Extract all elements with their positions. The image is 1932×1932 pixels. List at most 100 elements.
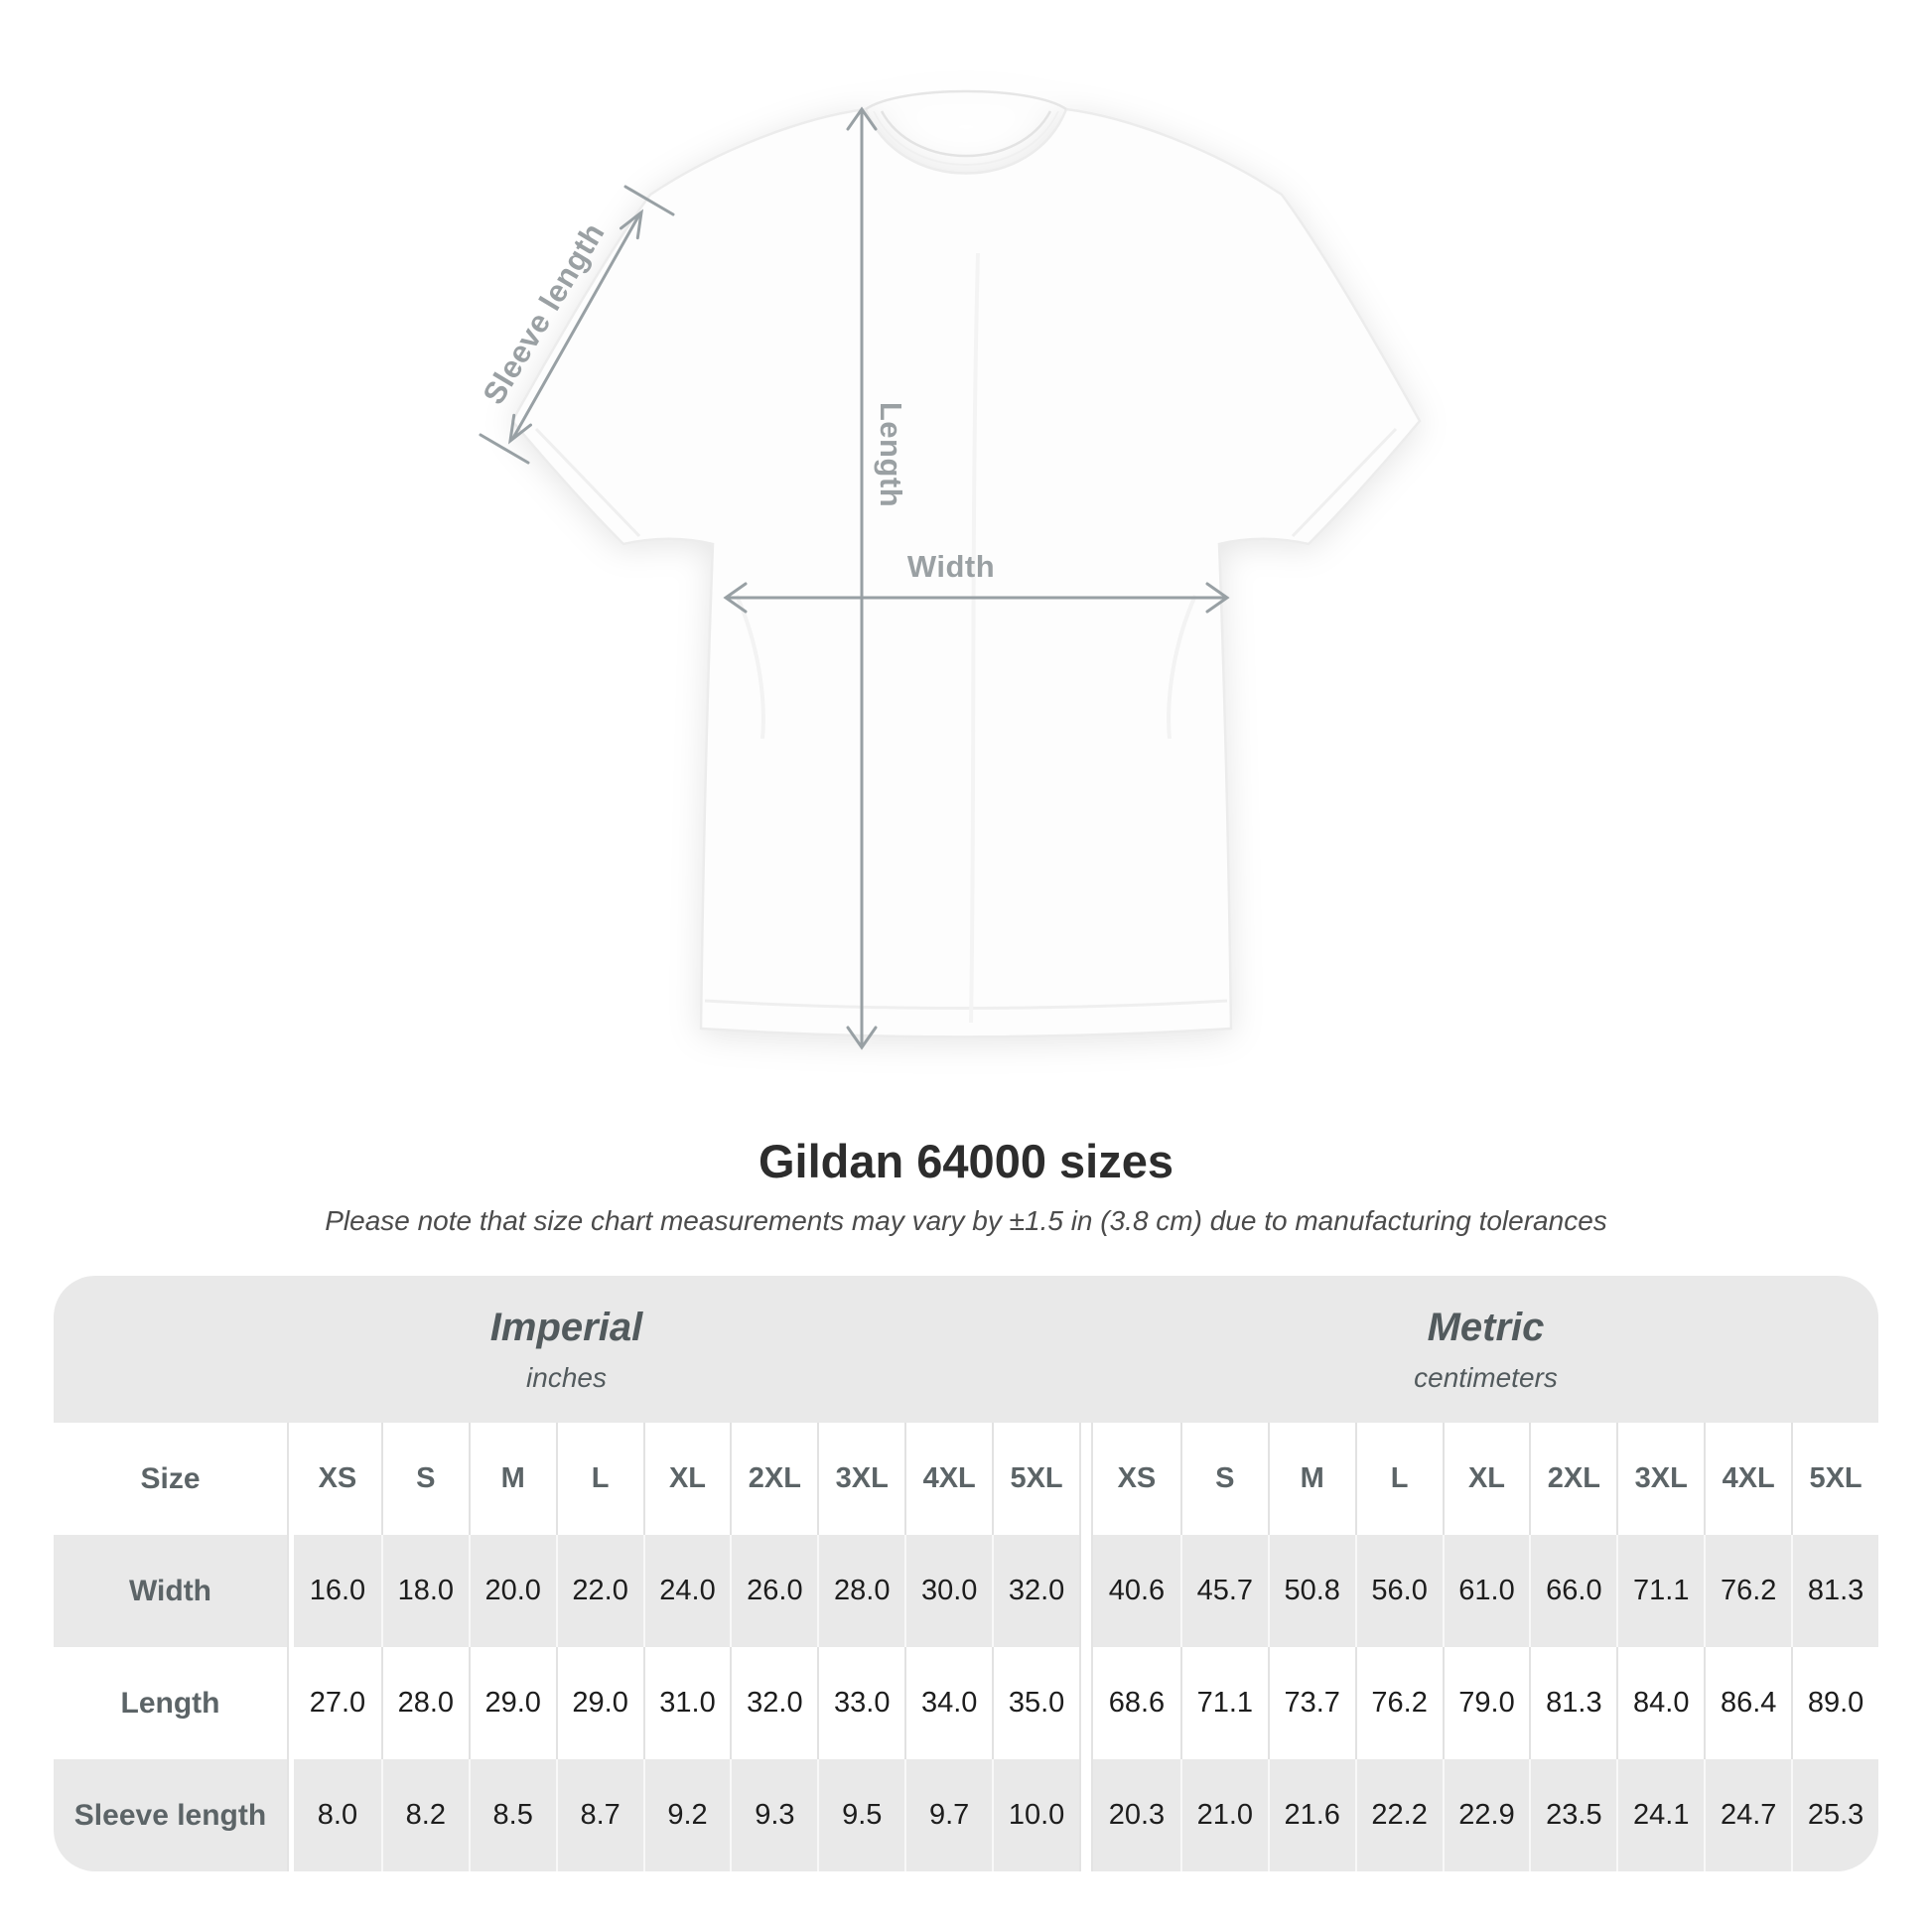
size-metric-cell: L bbox=[1354, 1423, 1443, 1535]
size-metric-cell: 3XL bbox=[1616, 1423, 1704, 1535]
width-row-imperial-cell: 18.0 bbox=[380, 1535, 469, 1647]
sleeve-length-row-metric-cell: 24.1 bbox=[1616, 1759, 1704, 1871]
size-imperial-cell: XL bbox=[642, 1423, 731, 1535]
length-row-metric-cell: 84.0 bbox=[1616, 1647, 1704, 1759]
size-imperial-cell: M bbox=[468, 1423, 556, 1535]
width-arrow bbox=[723, 582, 1230, 614]
size-imperial-cell: 3XL bbox=[817, 1423, 904, 1535]
row-label: Length bbox=[120, 1686, 220, 1720]
width-row-metric-cell: 81.3 bbox=[1791, 1535, 1878, 1647]
row-label: Sleeve length bbox=[73, 1798, 267, 1832]
sleeve-length-row-metric-cell: 20.3 bbox=[1108, 1799, 1166, 1831]
page-title: Gildan 64000 sizes bbox=[758, 1135, 1174, 1187]
length-row-imperial-cell: 33.0 bbox=[817, 1647, 904, 1759]
size-imperial-cell: 2XL bbox=[730, 1423, 817, 1535]
length-row-imperial-cell: 31.0 bbox=[642, 1647, 731, 1759]
width-row-imperial-cell: 32.0 bbox=[992, 1535, 1079, 1647]
size-imperial-cell: XS bbox=[318, 1462, 357, 1494]
length-row-metric-cell: 73.7 bbox=[1267, 1647, 1355, 1759]
metric-header-group: Metric centimeters bbox=[1093, 1276, 1878, 1423]
length-row-imperial-cell: 29.0 bbox=[468, 1647, 556, 1759]
body-crease bbox=[969, 252, 980, 1024]
sleeve-length-row-imperial-cell: 9.3 bbox=[730, 1759, 817, 1871]
imperial-metric-divider bbox=[1078, 1423, 1093, 1535]
width-label: Width bbox=[906, 549, 996, 584]
label-divider bbox=[287, 1423, 294, 1535]
sleeve-length-row-imperial-cell: 8.0 bbox=[317, 1799, 358, 1831]
width-row-metric-cell: 56.0 bbox=[1354, 1535, 1443, 1647]
length-row-metric-cell: 81.3 bbox=[1529, 1647, 1616, 1759]
size-metric-cell: 5XL bbox=[1791, 1423, 1878, 1535]
length-row-imperial-cell: 34.0 bbox=[904, 1647, 992, 1759]
sleeve-length-row-imperial-cell: 8.2 bbox=[380, 1759, 469, 1871]
width-row-imperial-cell: 24.0 bbox=[642, 1535, 731, 1647]
tolerance-note: Please note that size chart measurements… bbox=[325, 1205, 1607, 1236]
size-metric-cell: XL bbox=[1442, 1423, 1530, 1535]
sleeve-length-row-metric-cell: 22.2 bbox=[1354, 1759, 1443, 1871]
size-table: Imperial inches Metric centimeters Size X… bbox=[54, 1276, 1878, 1871]
tshirt-measurement-diagram bbox=[479, 89, 1422, 1050]
width-row-metric-cell: 66.0 bbox=[1529, 1535, 1616, 1647]
sleeve-length-arrow bbox=[479, 185, 675, 465]
size-imperial-cell: 5XL bbox=[992, 1423, 1079, 1535]
table-rows: Size XS S M L XL 2XL 3XL 4XL 5XL XS S M L XL 2XL 3XL 4XL 5… bbox=[54, 1423, 1878, 1871]
sleeve-length-row-metric-cell: 22.9 bbox=[1442, 1759, 1530, 1871]
width-row-imperial-cell: 26.0 bbox=[730, 1535, 817, 1647]
width-row-metric-cell: 50.8 bbox=[1267, 1535, 1355, 1647]
length-row-metric-cell: 76.2 bbox=[1354, 1647, 1443, 1759]
sleeve-length-row-metric-cell: 23.5 bbox=[1529, 1759, 1616, 1871]
sleeve-length-row-metric-cell: 24.7 bbox=[1704, 1759, 1791, 1871]
metric-label: Metric bbox=[1427, 1305, 1545, 1349]
width-row-metric-cell: 71.1 bbox=[1616, 1535, 1704, 1647]
size-metric-cell: S bbox=[1179, 1423, 1268, 1535]
length-row-imperial-cell: 32.0 bbox=[730, 1647, 817, 1759]
imperial-metric-divider bbox=[1078, 1647, 1093, 1759]
sleeve-length-row-imperial-cell: 9.5 bbox=[817, 1759, 904, 1871]
width-row: Width 16.0 18.0 20.0 22.0 24.0 26.0 28.0 30.0 32.… bbox=[54, 1535, 1878, 1647]
tshirt-graphic bbox=[510, 89, 1422, 1038]
sleeve-length-row-imperial-cell: 8.5 bbox=[468, 1759, 556, 1871]
size-metric-cell: M bbox=[1267, 1423, 1355, 1535]
sleeve-length-row-imperial-cell: 10.0 bbox=[992, 1759, 1079, 1871]
size-imperial-cell: L bbox=[555, 1423, 643, 1535]
sleeve-length-row-metric-cell: 25.3 bbox=[1791, 1759, 1878, 1871]
width-row-imperial-cell: 30.0 bbox=[904, 1535, 992, 1647]
width-row-metric-cell: 76.2 bbox=[1704, 1535, 1791, 1647]
width-row-metric-cell: 45.7 bbox=[1179, 1535, 1268, 1647]
length-row-metric-cell: 86.4 bbox=[1704, 1647, 1791, 1759]
length-row-imperial-cell: 28.0 bbox=[380, 1647, 469, 1759]
imperial-header-group: Imperial inches bbox=[54, 1276, 1079, 1423]
sleeve-length-row-metric-cell: 21.6 bbox=[1267, 1759, 1355, 1871]
collar-stitch bbox=[873, 110, 1059, 166]
left-cuff-stitch bbox=[534, 427, 641, 538]
collar-inner bbox=[880, 110, 1052, 158]
imperial-unit-label: inches bbox=[526, 1361, 607, 1393]
right-cuff-stitch bbox=[1291, 427, 1398, 538]
width-row-imperial-cell: 20.0 bbox=[468, 1535, 556, 1647]
length-row-metric-cell: 71.1 bbox=[1179, 1647, 1268, 1759]
size-imperial-cell: 4XL bbox=[904, 1423, 992, 1535]
label-divider bbox=[287, 1535, 294, 1647]
size-header-row: Size XS S M L XL 2XL 3XL 4XL 5XL XS S M L XL 2XL 3XL 4XL 5… bbox=[54, 1423, 1878, 1535]
label-divider bbox=[287, 1759, 294, 1871]
imperial-metric-divider bbox=[1078, 1759, 1093, 1871]
length-row: Length 27.0 28.0 29.0 29.0 31.0 32.0 33.0 34.0 35… bbox=[54, 1647, 1878, 1759]
width-row-imperial-cell: 22.0 bbox=[555, 1535, 643, 1647]
length-arrow bbox=[846, 106, 878, 1050]
size-imperial-cell: S bbox=[380, 1423, 469, 1535]
imperial-metric-divider bbox=[1078, 1535, 1093, 1647]
metric-unit-label: centimeters bbox=[1414, 1361, 1558, 1393]
underarm-crease-right bbox=[1167, 595, 1197, 740]
length-row-imperial-cell: 27.0 bbox=[309, 1687, 366, 1719]
sleeve-length-row-imperial-cell: 9.7 bbox=[904, 1759, 992, 1871]
unit-header-row: Imperial inches Metric centimeters bbox=[54, 1276, 1878, 1423]
width-row-imperial-cell: 16.0 bbox=[309, 1575, 366, 1606]
hem-stitch bbox=[704, 999, 1228, 1010]
row-label: Size bbox=[140, 1461, 201, 1495]
label-divider bbox=[287, 1647, 294, 1759]
sleeve-length-row-metric-cell: 21.0 bbox=[1179, 1759, 1268, 1871]
row-label: Width bbox=[128, 1574, 212, 1607]
measurement-arrows bbox=[479, 106, 1230, 1050]
